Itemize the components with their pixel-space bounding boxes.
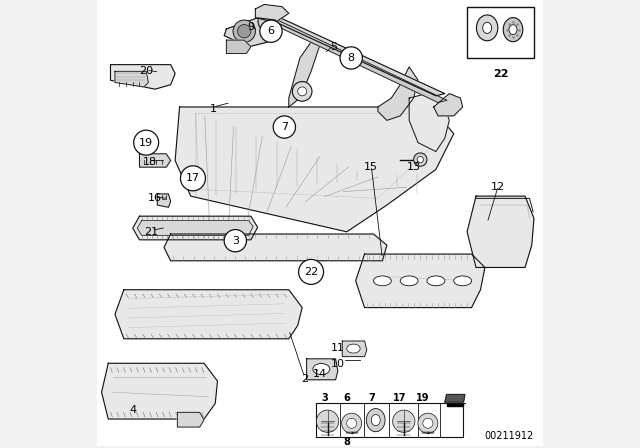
Text: 1: 1: [209, 104, 216, 114]
Text: 3: 3: [232, 236, 239, 246]
Text: 19: 19: [416, 393, 429, 403]
Polygon shape: [434, 94, 463, 116]
Circle shape: [273, 116, 296, 138]
Text: 17: 17: [186, 173, 200, 183]
Polygon shape: [255, 4, 289, 22]
Ellipse shape: [366, 409, 385, 432]
Circle shape: [292, 82, 312, 101]
Polygon shape: [289, 36, 320, 107]
Polygon shape: [445, 395, 465, 402]
Polygon shape: [177, 412, 204, 427]
Text: 15: 15: [364, 162, 378, 172]
Circle shape: [393, 410, 415, 432]
Polygon shape: [111, 65, 175, 89]
Text: 7: 7: [368, 393, 374, 403]
Polygon shape: [164, 234, 387, 261]
Polygon shape: [115, 290, 302, 339]
Polygon shape: [227, 40, 251, 53]
Ellipse shape: [503, 17, 523, 42]
Text: 10: 10: [331, 359, 345, 369]
Text: 8: 8: [348, 53, 355, 63]
Circle shape: [237, 25, 251, 38]
Polygon shape: [307, 359, 338, 380]
Circle shape: [233, 20, 255, 43]
Ellipse shape: [371, 414, 380, 426]
Polygon shape: [132, 216, 257, 240]
Circle shape: [347, 418, 356, 428]
Text: 18: 18: [143, 157, 157, 167]
Polygon shape: [467, 196, 534, 267]
Text: 16: 16: [148, 194, 162, 203]
Polygon shape: [115, 71, 148, 87]
Text: 5: 5: [330, 42, 337, 52]
Circle shape: [316, 410, 339, 432]
Ellipse shape: [400, 276, 418, 286]
Polygon shape: [378, 67, 418, 121]
Ellipse shape: [427, 276, 445, 286]
Ellipse shape: [483, 22, 492, 34]
Circle shape: [180, 166, 205, 191]
Text: 17: 17: [392, 393, 406, 403]
Text: 19: 19: [139, 138, 153, 148]
Circle shape: [417, 156, 424, 163]
Text: 7: 7: [281, 122, 288, 132]
Ellipse shape: [374, 276, 391, 286]
Polygon shape: [140, 154, 171, 167]
Circle shape: [134, 130, 159, 155]
Circle shape: [299, 259, 324, 284]
Circle shape: [258, 12, 278, 31]
Polygon shape: [266, 16, 445, 96]
Circle shape: [260, 20, 282, 43]
Polygon shape: [342, 341, 367, 357]
Ellipse shape: [509, 25, 517, 34]
Text: 22: 22: [304, 267, 318, 277]
Polygon shape: [447, 403, 463, 405]
Polygon shape: [175, 107, 454, 232]
Bar: [316, 403, 463, 437]
Text: 13: 13: [406, 162, 420, 172]
Text: 21: 21: [145, 227, 159, 237]
Text: 6: 6: [344, 393, 350, 403]
Polygon shape: [409, 94, 449, 151]
Text: 8: 8: [343, 437, 350, 447]
Circle shape: [224, 229, 246, 252]
Ellipse shape: [454, 276, 472, 286]
Circle shape: [423, 418, 433, 428]
Text: 00211912: 00211912: [484, 431, 534, 441]
Polygon shape: [137, 221, 253, 235]
Ellipse shape: [476, 15, 498, 41]
Circle shape: [298, 87, 307, 96]
Ellipse shape: [347, 344, 360, 353]
Circle shape: [342, 413, 362, 433]
Text: 20: 20: [139, 66, 153, 76]
Text: 6: 6: [268, 26, 275, 36]
Bar: [467, 7, 534, 58]
Polygon shape: [157, 194, 171, 207]
Text: 3: 3: [321, 393, 328, 403]
Text: 12: 12: [492, 182, 506, 192]
Circle shape: [413, 153, 427, 166]
Ellipse shape: [313, 363, 330, 375]
Circle shape: [340, 47, 362, 69]
Circle shape: [418, 413, 438, 433]
Polygon shape: [269, 20, 447, 103]
Text: 14: 14: [313, 369, 327, 379]
Text: 4: 4: [129, 405, 136, 415]
Text: 22: 22: [493, 69, 508, 79]
Text: 11: 11: [331, 343, 345, 353]
Polygon shape: [102, 363, 218, 419]
Text: 9: 9: [247, 22, 255, 32]
Polygon shape: [224, 18, 280, 47]
Text: 2: 2: [301, 374, 308, 384]
Polygon shape: [356, 254, 485, 308]
